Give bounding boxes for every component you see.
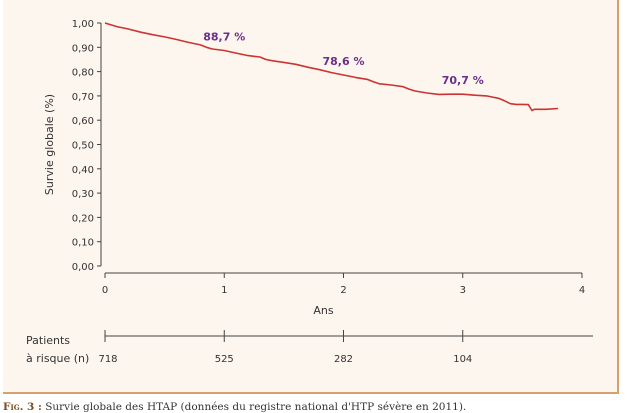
y-tick-label: 0,30 <box>72 189 94 200</box>
risk-count-label: 104 <box>453 354 472 365</box>
y-tick-label: 0,70 <box>72 92 94 103</box>
x-axis-title: Ans <box>313 304 333 317</box>
risk-table-title-line2: à risque (n) <box>26 352 89 365</box>
y-tick-label: 0,40 <box>72 165 94 176</box>
survival-chart: 0,00 0,10 0,20 0,30 0,40 0,50 0,60 0,70 0,80 0,90… <box>26 19 593 365</box>
x-tick-label: 0 <box>102 285 108 296</box>
survival-value-label: 88,7 % <box>203 30 245 43</box>
risk-count-label: 282 <box>334 354 353 365</box>
y-tick-label: 0,00 <box>72 262 94 273</box>
risk-count-label: 718 <box>98 354 117 365</box>
y-tick-label: 0,50 <box>72 141 94 152</box>
y-tick-label: 0,10 <box>72 238 94 249</box>
y-tick-label: 0,60 <box>72 116 94 127</box>
caption-label: Fig. 3 : <box>3 401 42 413</box>
risk-count-label: 525 <box>215 354 234 365</box>
y-tick-label: 0,80 <box>72 68 94 79</box>
y-tick-label: 0,90 <box>72 43 94 54</box>
y-tick-label: 0,20 <box>72 213 94 224</box>
figure-caption: Fig. 3 : Survie globale des HTAP (donnée… <box>3 401 623 413</box>
x-tick-label: 4 <box>579 285 585 296</box>
chart-panel: 0,00 0,10 0,20 0,30 0,40 0,50 0,60 0,70 0,80 0,90… <box>3 0 619 394</box>
y-tick-label: 1,00 <box>72 19 94 30</box>
x-tick-label: 1 <box>221 285 227 296</box>
survival-value-label: 78,6 % <box>323 55 365 68</box>
risk-table-title-line1: Patients <box>26 334 70 347</box>
y-axis-title: Survie globale (%) <box>43 94 56 195</box>
x-tick-label: 3 <box>460 285 466 296</box>
x-tick-label: 2 <box>340 285 346 296</box>
caption-text: Survie globale des HTAP (données du regi… <box>45 401 467 413</box>
survival-curve-line <box>104 22 559 112</box>
survival-value-label: 70,7 % <box>442 74 484 87</box>
